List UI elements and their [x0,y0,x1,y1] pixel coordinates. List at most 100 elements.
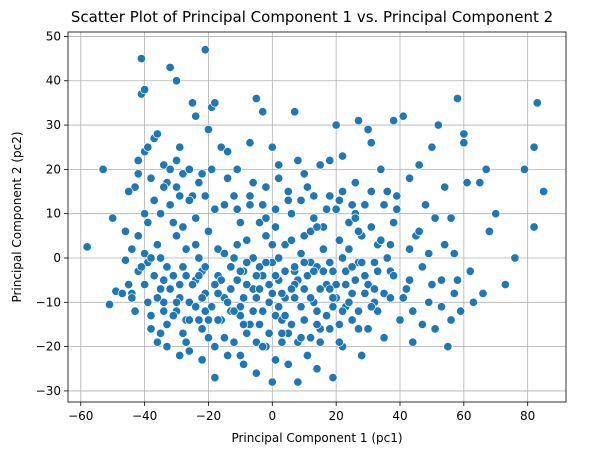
data-point [179,329,187,337]
data-point [268,289,276,297]
data-point [284,360,292,368]
data-point [300,258,308,266]
data-point [338,187,346,195]
data-point [386,240,394,248]
data-point [389,272,397,280]
data-point [361,201,369,209]
data-point [137,263,145,271]
data-point [380,334,388,342]
data-point [476,178,484,186]
data-point [147,254,155,262]
data-point [265,329,273,337]
data-point [345,298,353,306]
data-point [262,232,270,240]
data-point [153,338,161,346]
data-point [230,192,238,200]
data-point [329,303,337,311]
data-point [239,320,247,328]
data-point [182,245,190,253]
data-point [169,311,177,319]
data-point [191,214,199,222]
data-point [300,316,308,324]
data-point [156,285,164,293]
data-point [156,209,164,217]
data-point [185,316,193,324]
data-point [239,294,247,302]
data-point [386,294,394,302]
data-point [160,183,168,191]
data-point [348,263,356,271]
data-point [163,320,171,328]
data-point [319,245,327,253]
data-point [354,227,362,235]
data-point [204,227,212,235]
data-point [239,360,247,368]
data-point [188,99,196,107]
y-tick-label: −30 [36,384,61,398]
data-point [204,125,212,133]
x-tick-label: −40 [132,409,157,423]
data-point [377,165,385,173]
data-point [335,338,343,346]
data-point [287,285,295,293]
data-point [351,276,359,284]
data-point [297,196,305,204]
data-point [466,267,474,275]
data-point [354,325,362,333]
data-point [274,161,282,169]
data-point [501,280,509,288]
data-point [428,143,436,151]
data-point [144,218,152,226]
data-point [255,320,263,328]
data-point [367,303,375,311]
data-point [399,112,407,120]
data-point [383,187,391,195]
data-point [440,240,448,248]
data-point [207,165,215,173]
x-tick-label: 60 [456,409,471,423]
data-point [367,223,375,231]
data-point [172,156,180,164]
data-point [249,307,257,315]
x-tick-label: 80 [520,409,535,423]
data-point [373,267,381,275]
data-point [169,272,177,280]
data-point [370,285,378,293]
data-point [156,254,164,262]
data-point [278,338,286,346]
data-point [134,232,142,240]
data-point [179,223,187,231]
data-point [456,307,464,315]
data-point [268,143,276,151]
data-point [485,227,493,235]
data-point [319,267,327,275]
data-point [163,263,171,271]
data-point [201,192,209,200]
data-point [185,165,193,173]
data-point [329,373,337,381]
data-point [303,183,311,191]
data-point [329,294,337,302]
data-point [345,245,353,253]
data-point [150,272,158,280]
x-tick-label: 20 [329,409,344,423]
data-point [201,46,209,54]
data-point [335,236,343,244]
data-point [214,316,222,324]
data-point [274,303,282,311]
data-point [233,276,241,284]
data-point [294,378,302,386]
data-point [227,263,235,271]
data-point [274,174,282,182]
data-point [160,276,168,284]
data-point [440,183,448,191]
data-point [195,178,203,186]
data-point [150,196,158,204]
data-point [326,325,334,333]
data-point [166,63,174,71]
data-point [450,249,458,257]
data-point [124,280,132,288]
data-point [195,316,203,324]
data-point [124,187,132,195]
data-point [367,187,375,195]
